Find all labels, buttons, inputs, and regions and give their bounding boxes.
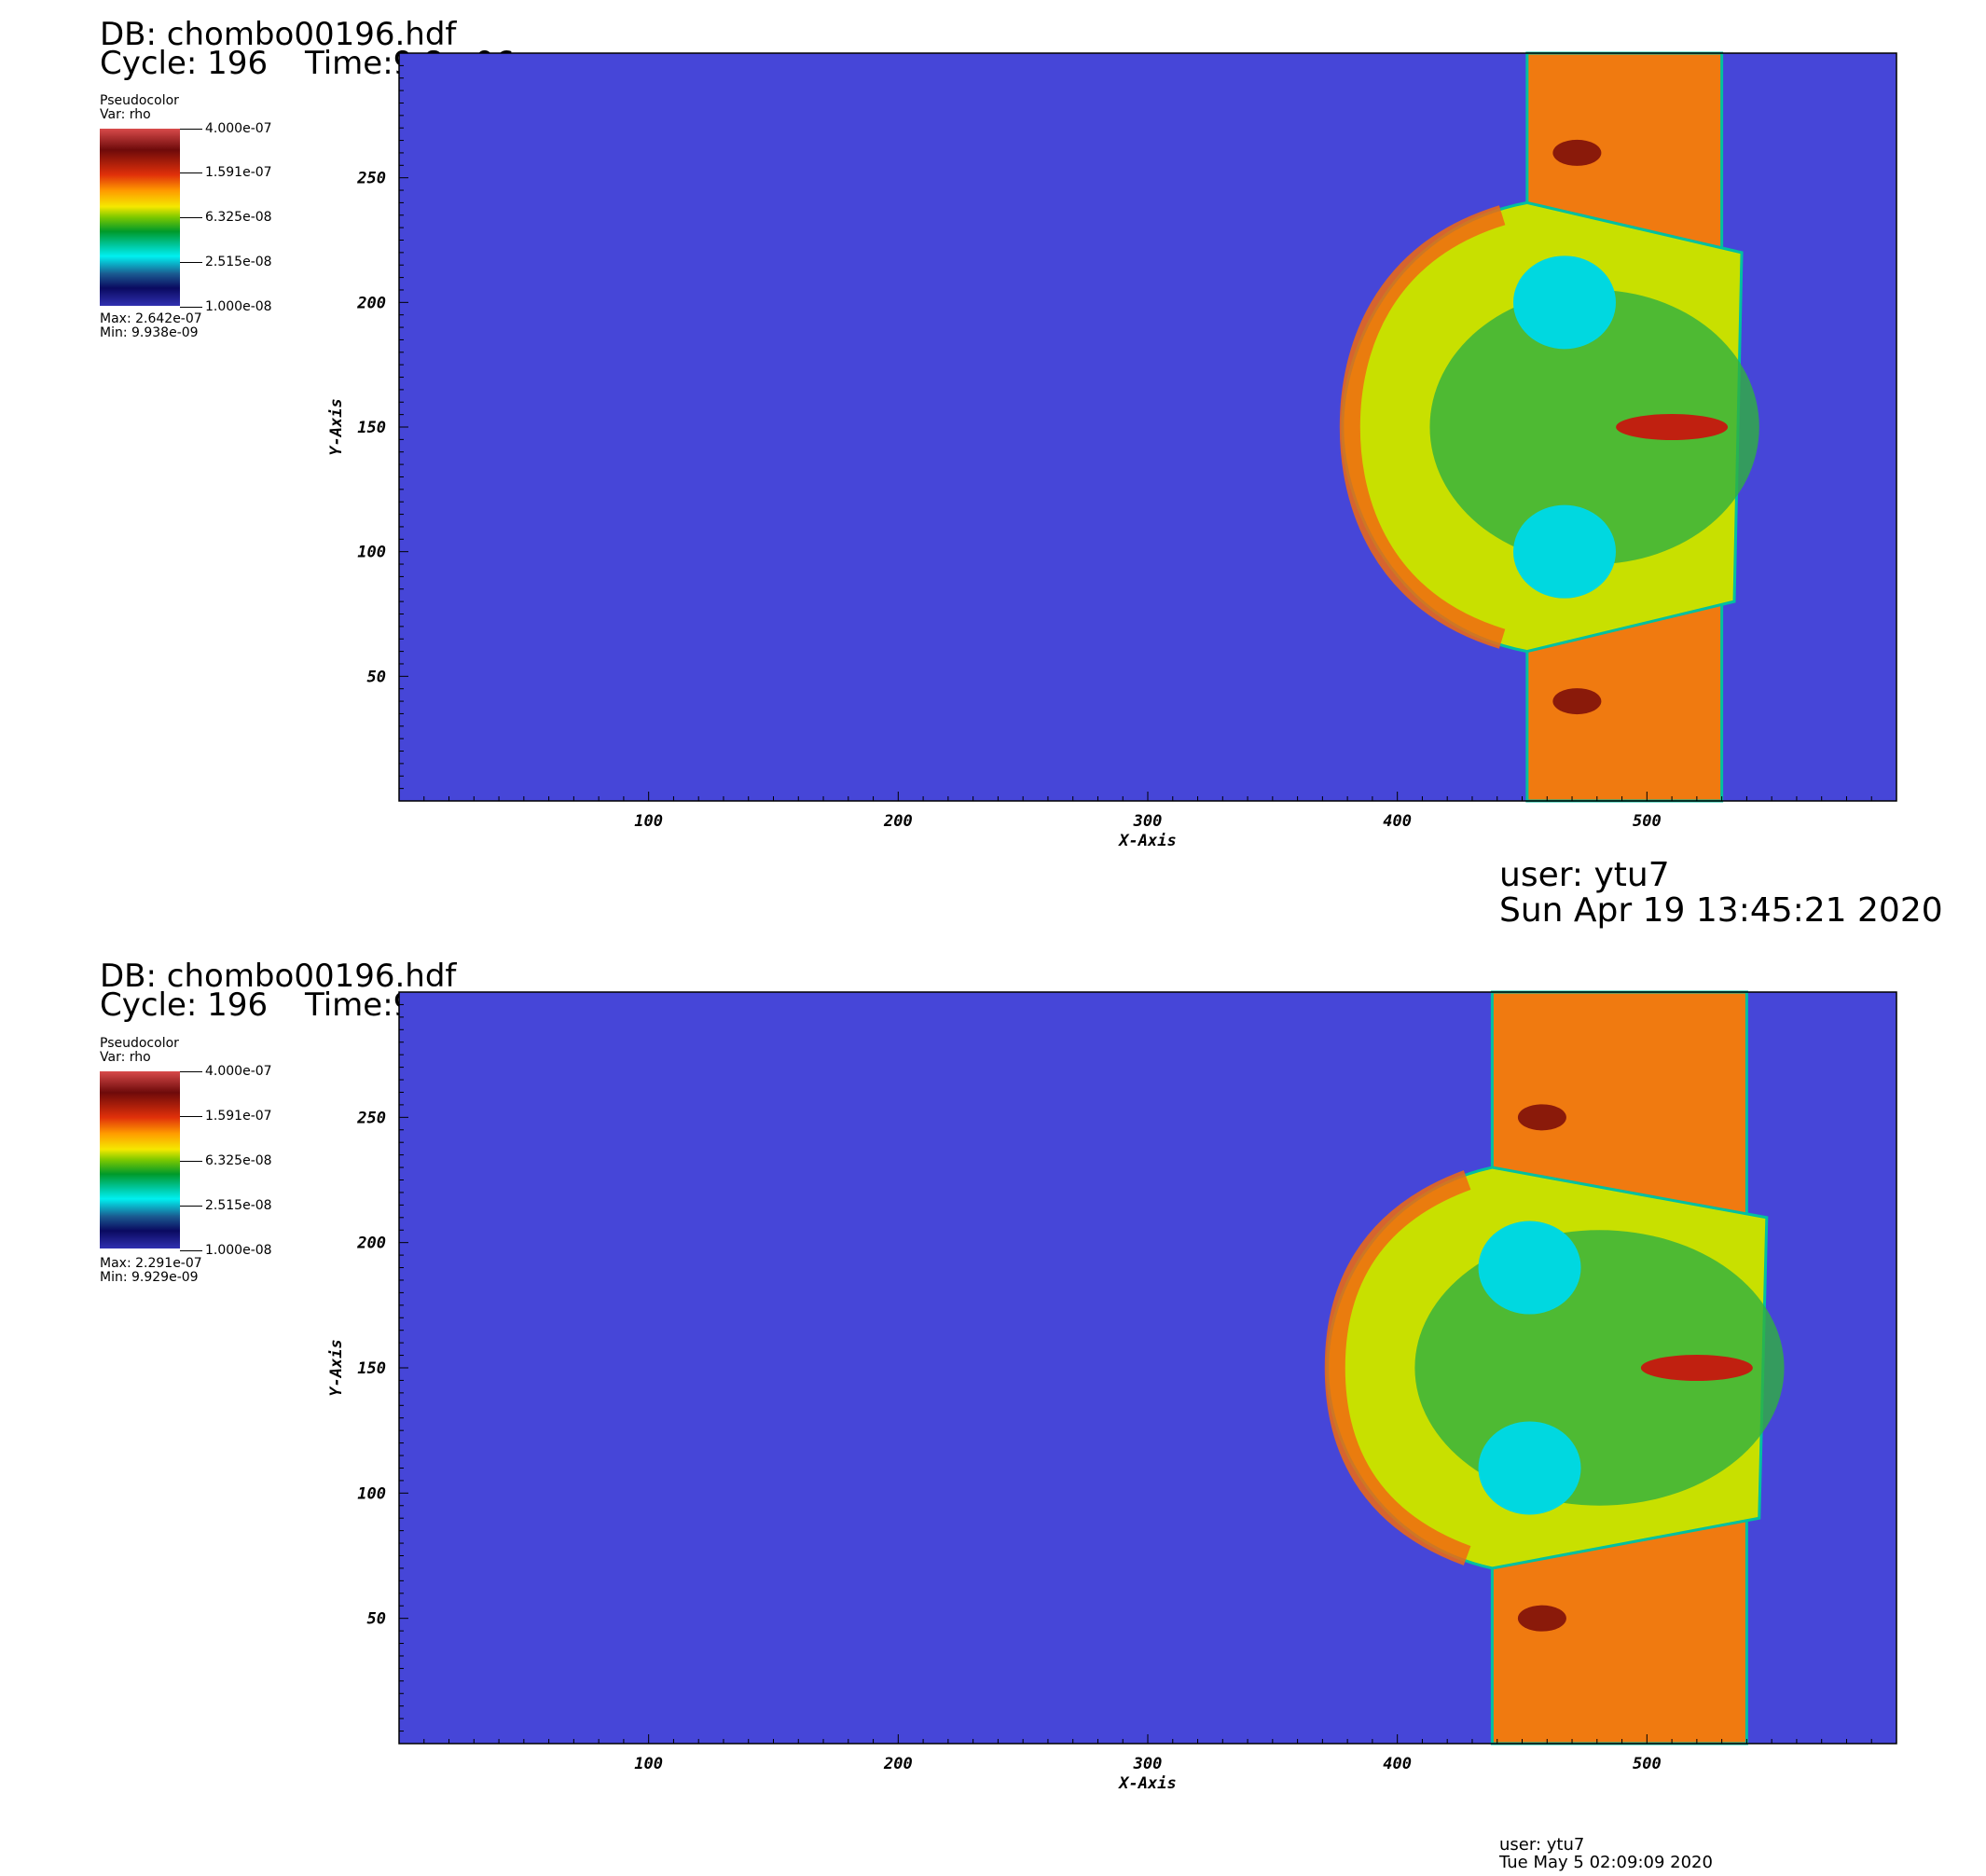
y-tick-label: 50 xyxy=(367,668,386,686)
colorbar xyxy=(100,1071,180,1248)
db-title: DB: chombo00196.hdf xyxy=(100,958,457,995)
legend-min: Min: 9.938e-09 xyxy=(100,325,199,340)
db-title: DB: chombo00196.hdf xyxy=(100,16,457,53)
colorbar-tick-label: 6.325e-08 xyxy=(205,1153,272,1168)
low-density-pocket-upper xyxy=(1478,1221,1581,1315)
x-tick-label: 200 xyxy=(883,1755,913,1773)
colorbar-tick: 4.000e-07 xyxy=(180,122,272,135)
legend-var: Var: rho xyxy=(100,107,151,122)
low-density-pocket-lower xyxy=(1513,504,1617,599)
legend-min: Min: 9.929e-09 xyxy=(100,1270,199,1285)
plot-area: 100 200 300 400 500 50 100 150 200 250 X-Axis Y-Axi… xyxy=(327,990,1897,1793)
date-label: Tue May 5 02:09:09 2020 xyxy=(1499,1853,1713,1872)
y-tick-label: 200 xyxy=(356,294,386,312)
legend-plot-type: Pseudocolor xyxy=(100,93,179,108)
colorbar-tick: 4.000e-07 xyxy=(180,1065,272,1078)
legend-plot-type: Pseudocolor xyxy=(100,1036,179,1051)
user-label: user: ytu7 xyxy=(1499,1835,1585,1855)
colorbar-tick-label: 1.000e-08 xyxy=(205,1243,272,1258)
cycle-label: Cycle: 196 xyxy=(100,986,269,1024)
y-axis-title: Y-Axis xyxy=(327,1339,346,1396)
bow-rim xyxy=(1339,205,1506,649)
dense-spot-upper xyxy=(1517,1104,1566,1131)
colorbar-tick: 6.325e-08 xyxy=(180,1154,272,1167)
x-tick-label: 300 xyxy=(1133,812,1163,831)
panel-1: DB: chombo00196.hdf Cycle: 196 Time:9.8e… xyxy=(100,16,1943,930)
y-tick-label: 250 xyxy=(356,1109,386,1127)
colorbar-tick: 1.000e-08 xyxy=(180,300,272,313)
y-tick-label: 50 xyxy=(367,1610,386,1629)
user-label: user: ytu7 xyxy=(1499,856,1670,894)
y-tick-label: 150 xyxy=(357,1359,386,1378)
x-axis-title: X-Axis xyxy=(1117,832,1176,850)
colorbar-tick: 1.000e-08 xyxy=(180,1244,272,1257)
colorbar-tick-label: 2.515e-08 xyxy=(205,1198,272,1213)
colorbar-tick-label: 1.000e-08 xyxy=(205,299,272,314)
colorbar-tick: 2.515e-08 xyxy=(180,255,272,269)
central-jet xyxy=(1616,414,1729,440)
x-tick-label: 500 xyxy=(1633,1755,1662,1773)
central-jet xyxy=(1640,1355,1753,1381)
legend-max: Max: 2.642e-07 xyxy=(100,311,202,326)
dense-spot-upper xyxy=(1552,139,1602,166)
date-label: Sun Apr 19 13:45:21 2020 xyxy=(1499,891,1943,930)
panel-2: DB: chombo00196.hdf Cycle: 196 Time:9.8e… xyxy=(0,938,1986,1876)
colorbar xyxy=(100,129,180,306)
y-tick-label: 100 xyxy=(357,1484,386,1503)
dense-spot-lower xyxy=(1552,688,1602,715)
colorbar-tick-label: 4.000e-07 xyxy=(205,121,272,136)
colorbar-tick-label: 2.515e-08 xyxy=(205,255,272,269)
legend-max: Max: 2.291e-07 xyxy=(100,1256,202,1271)
y-axis-title: Y-Axis xyxy=(327,398,346,455)
cycle-label: Cycle: 196 xyxy=(100,45,269,82)
dense-spot-lower xyxy=(1517,1605,1566,1632)
x-tick-label: 100 xyxy=(634,1755,663,1773)
x-axis-title: X-Axis xyxy=(1117,1774,1176,1793)
colorbar-tick: 6.325e-08 xyxy=(180,211,272,224)
colorbar-tick: 1.591e-07 xyxy=(180,1110,272,1123)
colorbar-tick: 1.591e-07 xyxy=(180,166,272,179)
x-tick-label: 500 xyxy=(1633,812,1662,831)
x-tick-label: 100 xyxy=(634,812,663,831)
colorbar-tick-label: 1.591e-07 xyxy=(205,1109,272,1124)
y-tick-label: 200 xyxy=(356,1235,386,1253)
colorbar-tick-label: 4.000e-07 xyxy=(205,1064,272,1079)
colorbar-tick-label: 1.591e-07 xyxy=(205,165,272,180)
x-tick-label: 200 xyxy=(883,812,913,831)
colorbar-tick-label: 6.325e-08 xyxy=(205,210,272,225)
x-tick-label: 300 xyxy=(1133,1755,1163,1773)
bow-rim xyxy=(1324,1170,1471,1566)
legend-var: Var: rho xyxy=(100,1050,151,1065)
core-region xyxy=(1429,289,1759,565)
x-tick-label: 400 xyxy=(1383,812,1412,831)
colorbar-tick: 2.515e-08 xyxy=(180,1199,272,1212)
y-tick-label: 250 xyxy=(356,170,386,188)
x-tick-label: 400 xyxy=(1383,1755,1412,1773)
y-tick-label: 100 xyxy=(357,544,386,562)
low-density-pocket-upper xyxy=(1513,255,1617,350)
low-density-pocket-lower xyxy=(1478,1421,1581,1515)
plot-area: 100 200 300 400 500 50 100 150 200 250 X-Axis Y-Axi… xyxy=(327,51,1897,850)
y-tick-label: 150 xyxy=(357,419,386,437)
